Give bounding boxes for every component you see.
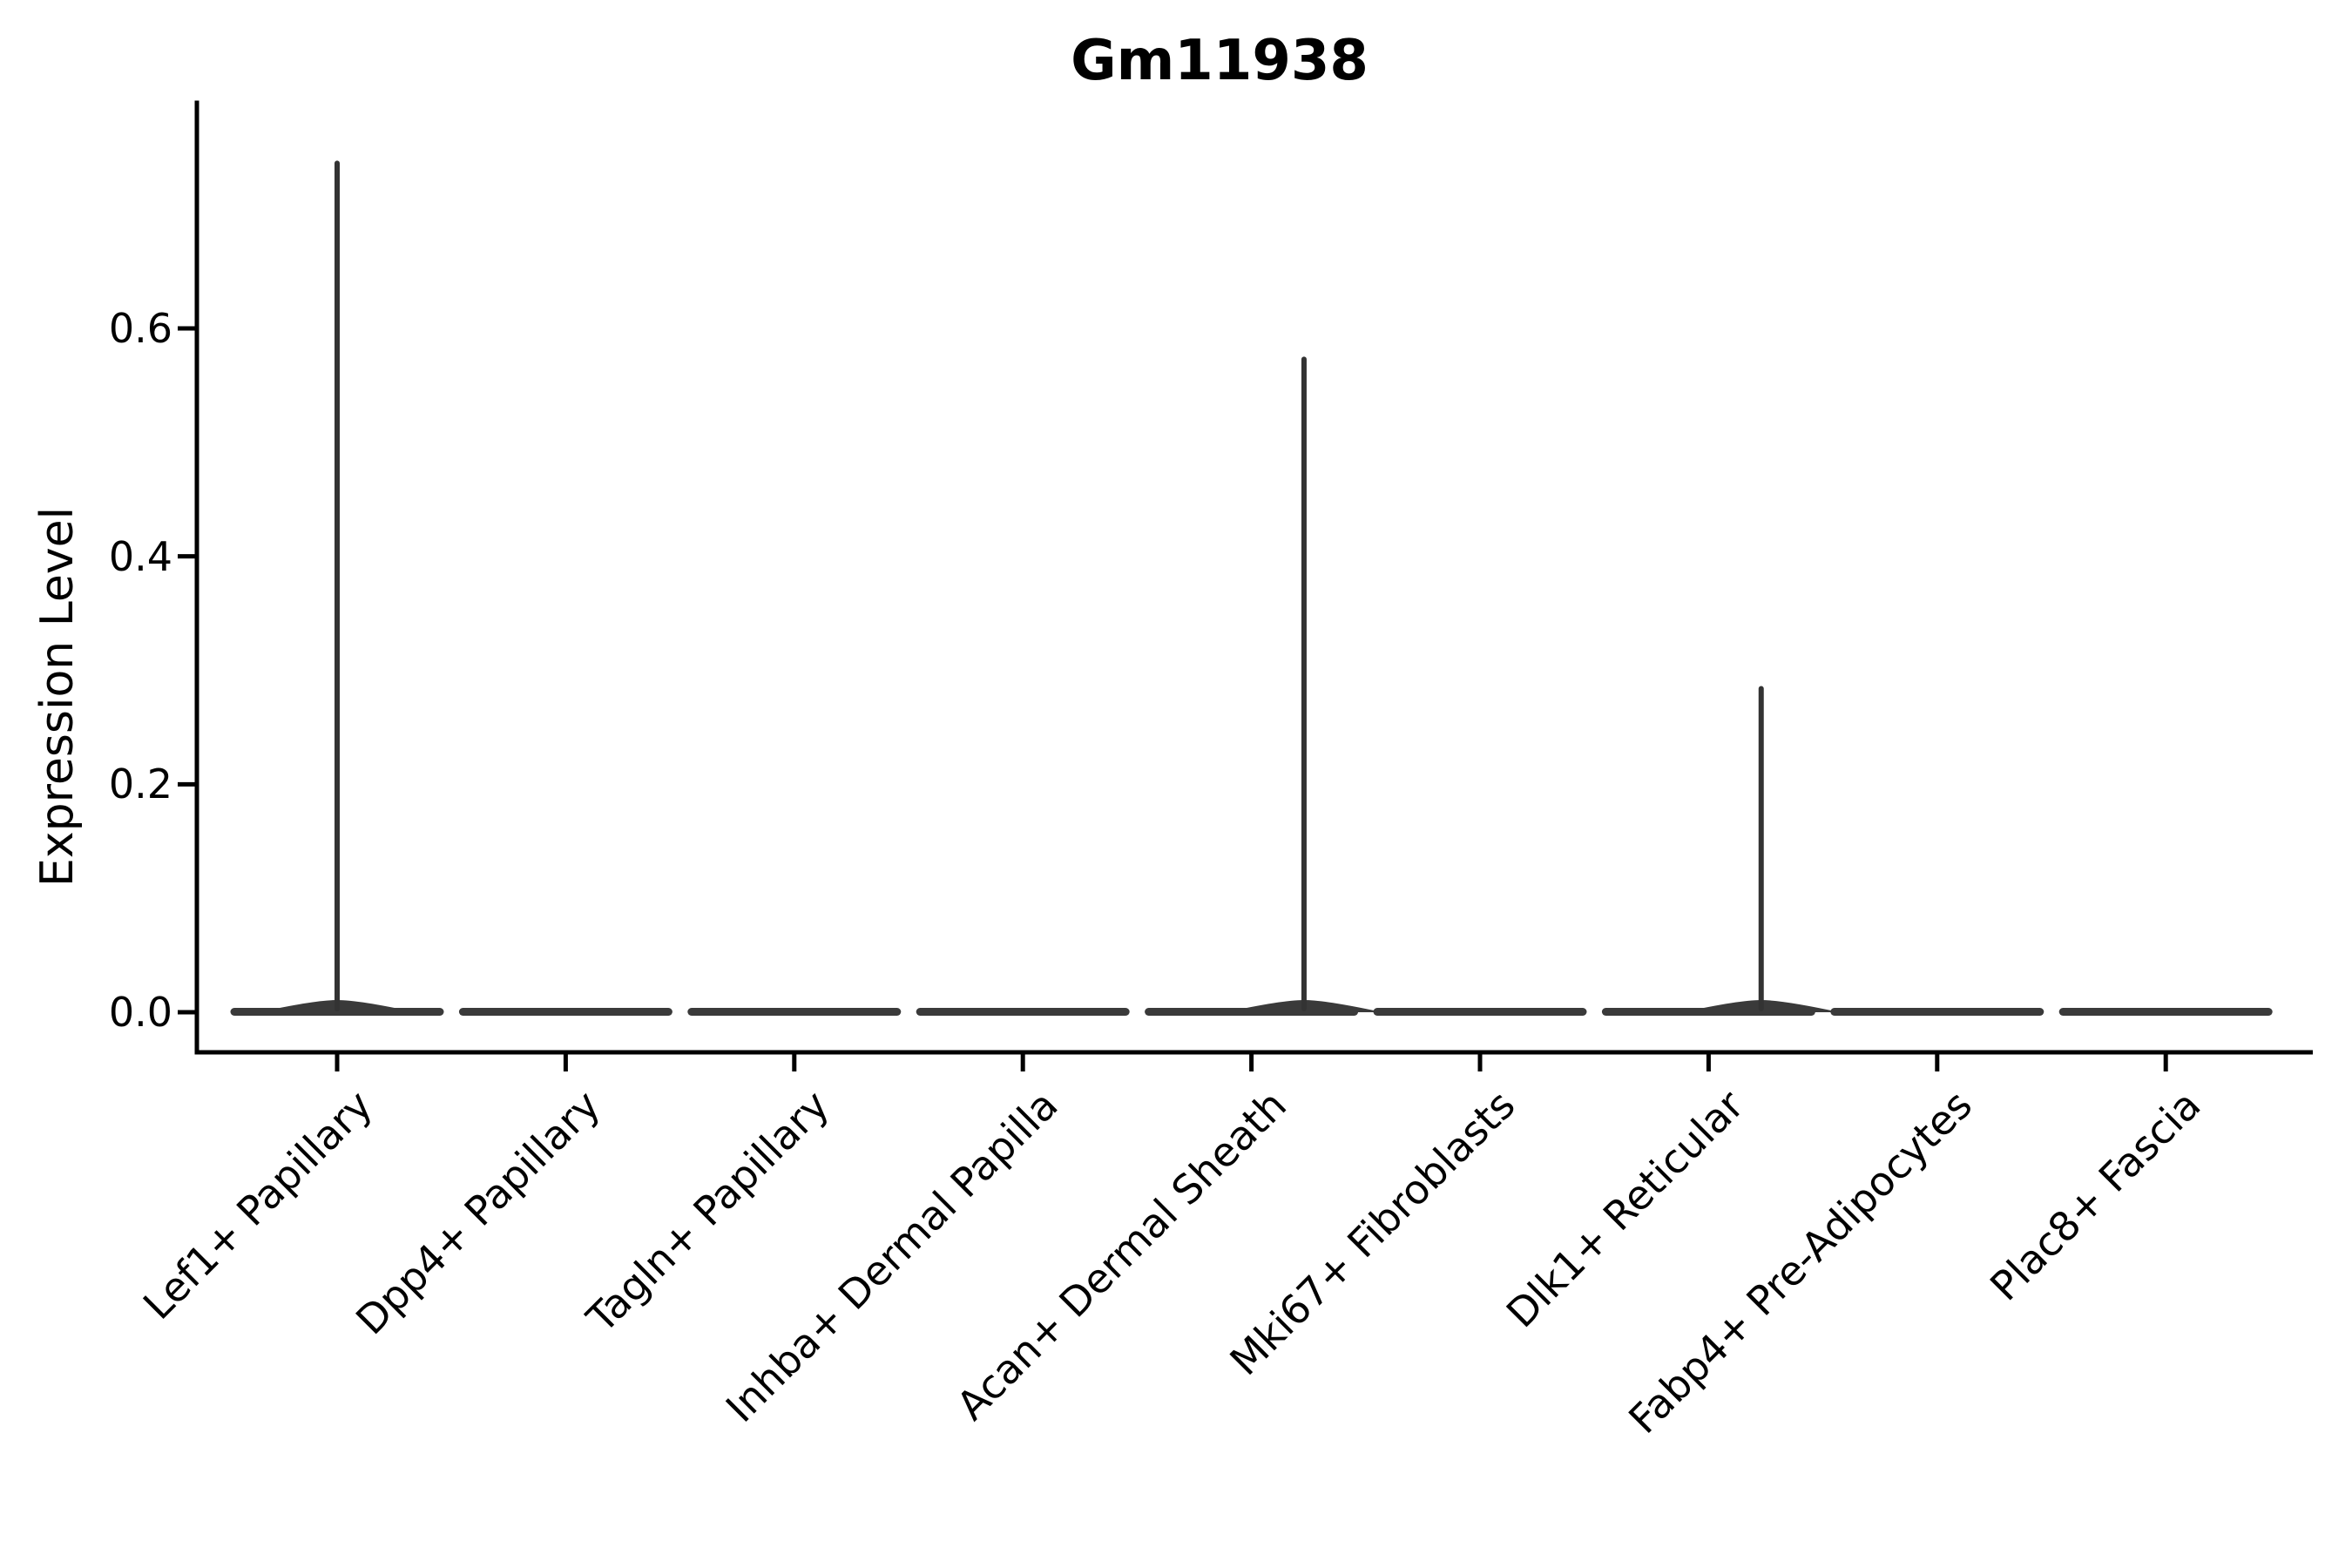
y-tick-label: 0.2: [108, 760, 172, 808]
axis-spines: [194, 100, 2313, 1055]
chart-title: Gm11938: [1071, 29, 1369, 93]
y-tick-label: 0.4: [108, 532, 172, 580]
y-tick-label: 0.0: [108, 989, 172, 1036]
y-tick-label: 0.6: [108, 305, 172, 353]
